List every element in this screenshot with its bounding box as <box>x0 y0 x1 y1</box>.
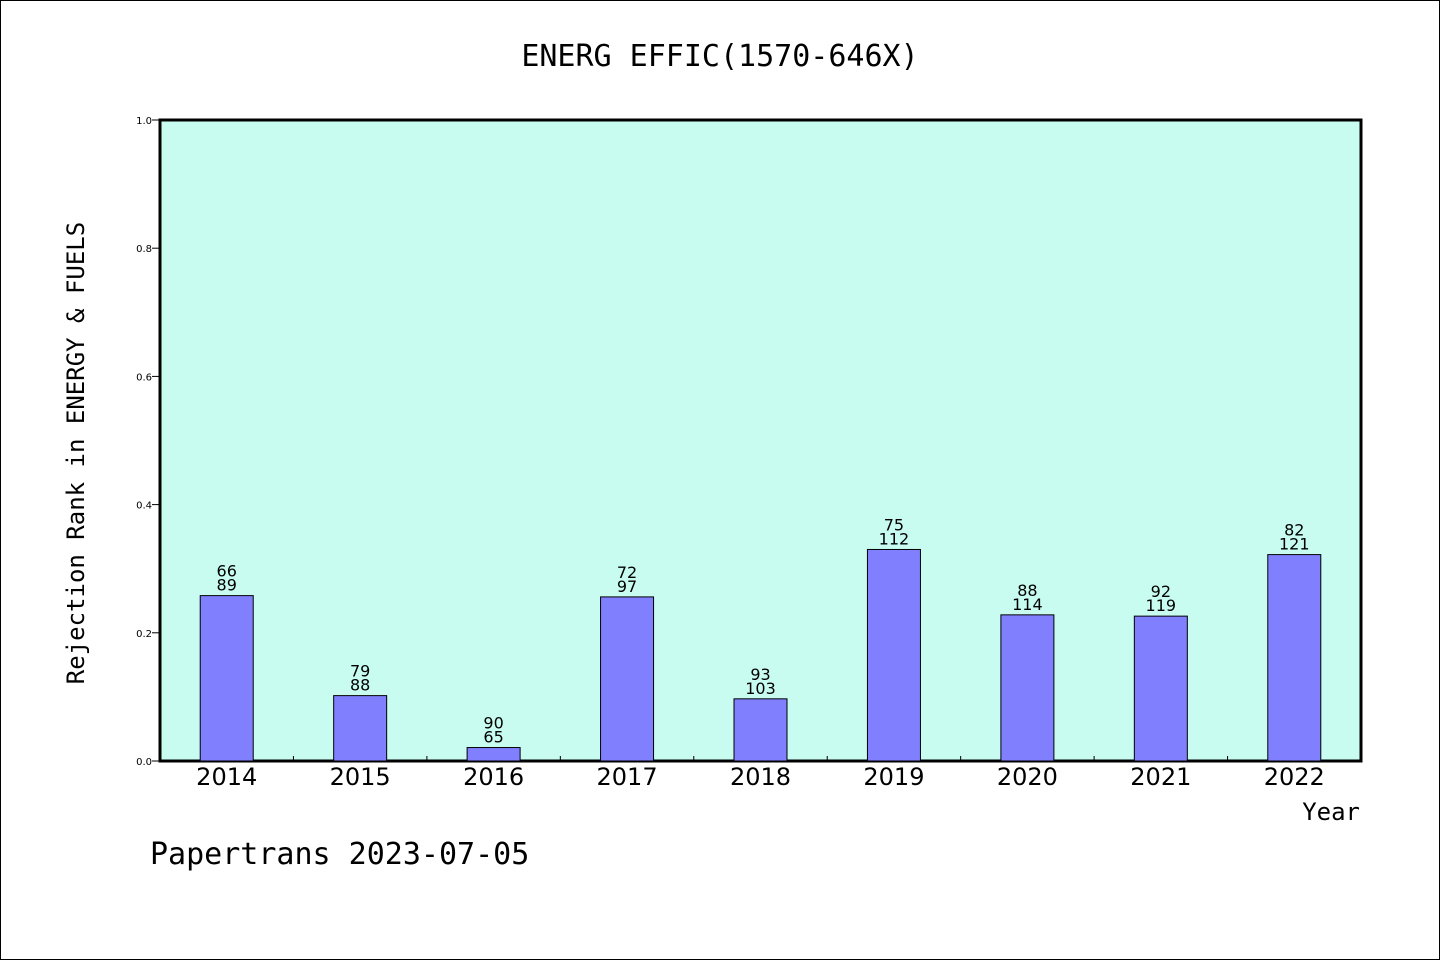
y-tick-label: 1.0 <box>136 116 152 127</box>
bar-2019 <box>866 548 921 762</box>
bar-label-bottom: 119 <box>1146 596 1177 615</box>
y-axis: 0.0 0.2 0.4 0.6 0.8 1.0 <box>136 116 160 768</box>
bar-label-bottom: 121 <box>1279 535 1310 554</box>
x-axis: 2014 2015 2016 2017 2018 2019 2020 2021 2022 <box>196 756 1325 791</box>
y-tick-label: 0.0 <box>136 757 152 768</box>
bar-label-bottom: 88 <box>350 676 370 695</box>
y-axis-title: Rejection Rank in ENERGY & FUELS <box>62 222 90 684</box>
bar-2016 <box>466 747 521 762</box>
x-tick-label: 2022 <box>1264 763 1325 791</box>
bar-label-top: 88 <box>1017 581 1037 600</box>
x-tick-label: 2015 <box>330 763 391 791</box>
bar-label-bottom: 89 <box>217 576 237 595</box>
bar-label-bottom: 112 <box>879 529 910 548</box>
x-tick-label: 2018 <box>730 763 791 791</box>
y-tick-label: 0.8 <box>136 244 152 255</box>
bar-2015 <box>333 695 388 762</box>
x-tick-label: 2021 <box>1130 763 1191 791</box>
bar-label-bottom: 97 <box>617 577 637 596</box>
footer-watermark: Papertrans 2023-07-05 <box>150 837 529 872</box>
bar-2020 <box>1000 614 1055 762</box>
bar-label-top: 82 <box>1284 521 1304 540</box>
x-tick-label: 2014 <box>196 763 257 791</box>
bar-label-bottom: 65 <box>483 728 503 747</box>
bar-label-top: 66 <box>217 562 237 581</box>
bar-2021 <box>1133 615 1188 762</box>
bar-label-bottom: 103 <box>745 679 776 698</box>
chart-title: ENERG EFFIC(1570-646X) <box>521 39 918 74</box>
x-tick-label: 2016 <box>463 763 524 791</box>
bar-label-top: 72 <box>617 563 637 582</box>
bar-2022 <box>1267 554 1322 762</box>
bar-label-top: 75 <box>884 515 904 534</box>
bar-label-top: 93 <box>750 665 770 684</box>
bars <box>199 548 1322 762</box>
y-tick-label: 0.4 <box>136 501 152 512</box>
bar-label-bottom: 114 <box>1012 595 1043 614</box>
y-tick-label: 0.6 <box>136 372 152 383</box>
bar-label-top: 92 <box>1151 582 1171 601</box>
bar-label-top: 90 <box>483 714 503 733</box>
x-tick-label: 2019 <box>863 763 924 791</box>
y-tick-label: 0.2 <box>136 629 152 640</box>
x-tick-label: 2017 <box>597 763 658 791</box>
bar-2017 <box>600 596 655 762</box>
bar-labels: 6689798890657297931037511288114921198212… <box>217 515 1310 746</box>
bar-2018 <box>733 698 788 762</box>
bar-label-top: 79 <box>350 662 370 681</box>
bar-2014 <box>199 595 254 762</box>
x-tick-label: 2020 <box>997 763 1058 791</box>
x-axis-title: Year <box>1302 798 1360 826</box>
